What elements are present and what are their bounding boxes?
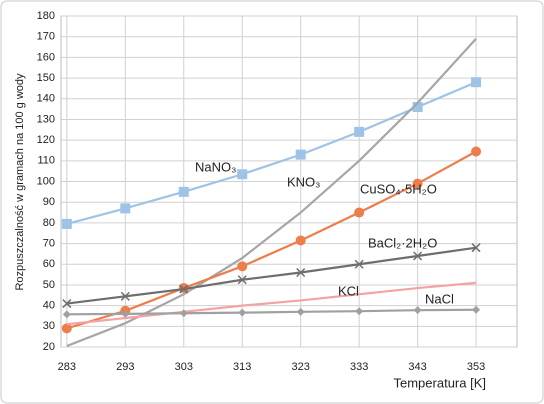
marker (121, 309, 130, 318)
marker (295, 235, 306, 246)
y-tick-label: 70 (43, 237, 55, 249)
marker (354, 259, 364, 269)
marker (120, 203, 131, 214)
series-label: KNO₃ (287, 174, 320, 189)
series-line (66, 150, 477, 330)
marker (61, 218, 72, 229)
y-tick-label: 160 (37, 51, 55, 63)
marker (355, 307, 364, 316)
marker (413, 251, 423, 261)
marker (237, 275, 247, 285)
marker (472, 305, 481, 314)
series-label: NaCl (425, 291, 454, 306)
y-tick-label: 50 (43, 279, 55, 291)
series-line (66, 246, 477, 305)
y-tick-label: 170 (37, 31, 55, 43)
y-tick-label: 100 (37, 175, 55, 187)
y-tick-label: 130 (37, 113, 55, 125)
marker (412, 102, 423, 113)
marker (237, 261, 248, 272)
x-tick-label: 323 (292, 361, 310, 373)
marker (179, 284, 189, 294)
y-tick-label: 60 (43, 258, 55, 270)
marker (354, 207, 365, 218)
x-tick-label: 293 (116, 361, 134, 373)
y-tick-label: 40 (43, 300, 55, 312)
series-line (66, 281, 477, 326)
marker (471, 243, 481, 253)
marker (295, 149, 306, 160)
y-tick-label: 150 (37, 72, 55, 84)
marker (178, 186, 189, 197)
y-tick-label: 120 (37, 134, 55, 146)
marker (471, 146, 482, 157)
y-axis-label: Rozpuszczalność w gramach na 100 g wody (14, 73, 26, 291)
y-tick-label: 90 (43, 196, 55, 208)
x-axis-label: Temperatura [K] (394, 375, 487, 390)
x-tick-label: 353 (467, 361, 485, 373)
y-tick-label: 110 (37, 155, 55, 167)
marker (296, 267, 306, 278)
marker (62, 310, 71, 319)
x-tick-label: 343 (408, 361, 426, 373)
marker (413, 306, 422, 315)
marker (354, 126, 365, 137)
y-tick-label: 80 (43, 217, 55, 229)
marker (237, 169, 248, 180)
y-tick-label: 140 (37, 93, 55, 105)
x-tick-label: 303 (175, 361, 193, 373)
series-label: NaNO₃ (195, 159, 236, 174)
marker (238, 308, 247, 317)
y-tick-label: 30 (43, 320, 55, 332)
series-line (66, 308, 477, 316)
x-tick-label: 283 (58, 361, 76, 373)
series-label: KCl (338, 283, 359, 298)
marker (471, 77, 482, 88)
marker (62, 299, 72, 309)
marker (296, 307, 305, 316)
y-tick-label: 180 (37, 10, 55, 22)
marker (61, 323, 72, 334)
x-tick-label: 313 (233, 361, 251, 373)
y-tick-label: 20 (43, 341, 55, 353)
series-label: CuSO₄·5H₂O (360, 181, 437, 196)
series-label: BaCl₂·2H₂O (368, 235, 437, 250)
marker (179, 309, 188, 318)
series-line (66, 38, 477, 347)
marker (120, 291, 130, 301)
x-tick-label: 333 (350, 361, 368, 373)
marker (412, 178, 423, 189)
